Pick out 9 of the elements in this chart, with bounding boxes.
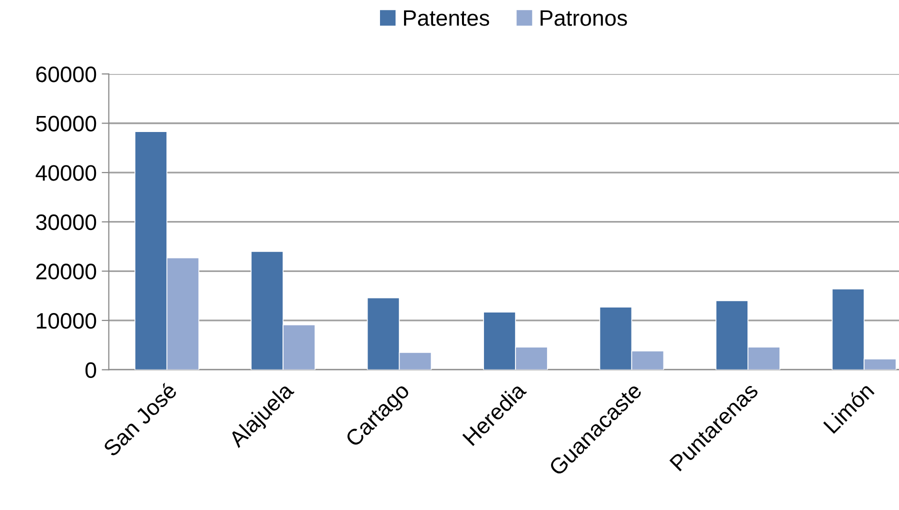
- y-tick-label: 60000: [36, 66, 96, 82]
- y-tick-label: 0: [85, 362, 96, 378]
- y-tick-label: 40000: [36, 165, 96, 181]
- y-tick-label: 50000: [36, 116, 96, 132]
- y-tick-label: 20000: [36, 264, 96, 280]
- y-tick-label: 30000: [36, 214, 96, 230]
- legend-label: Patentes: [404, 10, 490, 26]
- legend-label: Patronos: [540, 10, 627, 26]
- y-tick-label: 10000: [36, 312, 96, 329]
